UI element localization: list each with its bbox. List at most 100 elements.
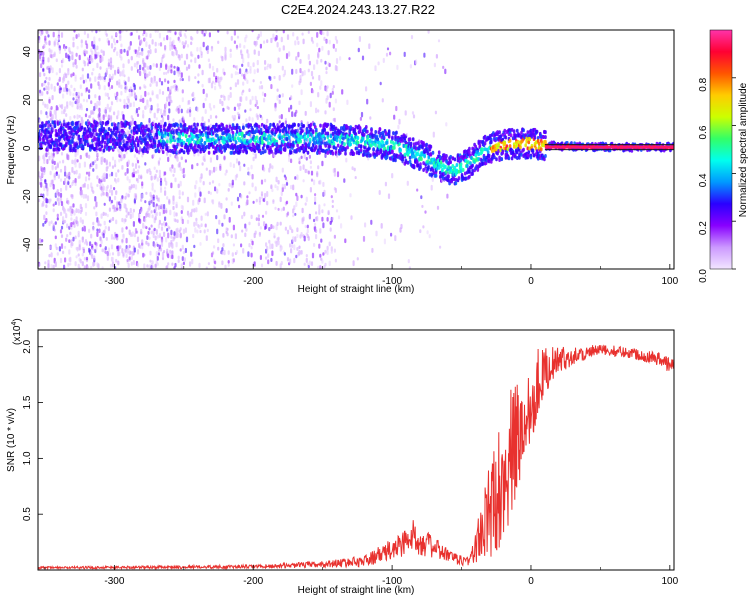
heatmap-cell xyxy=(60,151,64,156)
heatmap-cell xyxy=(382,143,386,148)
heatmap-cell xyxy=(267,141,270,146)
heatmap-cell xyxy=(415,141,418,146)
heatmap-cell xyxy=(333,171,336,177)
heatmap-cell xyxy=(318,204,321,211)
heatmap-cell xyxy=(321,259,324,264)
heatmap-cell xyxy=(409,141,413,146)
heatmap-cell xyxy=(139,136,142,141)
heatmap-cell xyxy=(39,92,42,97)
heatmap-cell xyxy=(41,167,44,173)
heatmap-cell xyxy=(295,68,298,75)
heatmap-cell xyxy=(79,77,82,81)
heatmap-cell xyxy=(374,65,377,72)
heatmap-cell xyxy=(95,132,98,137)
heatmap-cell xyxy=(74,158,77,164)
heatmap-cell xyxy=(201,133,205,137)
heatmap-cell xyxy=(378,127,382,132)
heatmap-cell xyxy=(116,233,119,238)
heatmap-cell xyxy=(75,64,78,69)
heatmap-cell xyxy=(295,254,298,259)
heatmap-cell xyxy=(85,242,89,246)
heatmap-cell xyxy=(476,167,480,172)
heatmap-cell xyxy=(321,209,324,214)
heatmap-cell xyxy=(172,150,175,155)
heatmap-cell xyxy=(502,146,506,151)
heatmap-cell xyxy=(155,81,158,87)
heatmap-cell xyxy=(302,124,306,128)
heatmap-cell xyxy=(254,129,258,134)
heatmap-cell xyxy=(295,192,298,197)
heatmap-cell xyxy=(503,128,507,133)
heatmap-cell xyxy=(247,61,250,67)
heatmap-cell xyxy=(178,119,181,124)
heatmap-cell xyxy=(130,66,133,71)
heatmap-cell xyxy=(307,265,310,269)
heatmap-cell xyxy=(279,128,282,133)
heatmap-cell xyxy=(134,193,138,198)
heatmap-cell xyxy=(279,221,282,226)
heatmap-cell xyxy=(79,186,82,191)
heatmap-cell xyxy=(57,192,60,197)
heatmap-cell xyxy=(161,150,165,155)
heatmap-cell xyxy=(56,41,59,46)
heatmap-cell xyxy=(215,75,218,80)
heatmap-cell xyxy=(516,156,519,160)
heatmap-cell xyxy=(84,203,88,209)
heatmap-cell xyxy=(325,71,328,75)
heatmap-cell xyxy=(99,243,102,248)
heatmap-cell xyxy=(234,82,237,88)
heatmap-cell xyxy=(146,73,149,78)
heatmap-cell xyxy=(96,157,99,162)
heatmap-cell xyxy=(175,201,178,207)
heatmap-cell xyxy=(213,166,216,173)
heatmap-cell xyxy=(267,253,270,258)
heatmap-cell xyxy=(353,167,356,172)
heatmap-cell xyxy=(278,75,281,81)
heatmap-cell xyxy=(386,145,390,150)
heatmap-cell xyxy=(54,235,57,240)
heatmap-cell xyxy=(119,30,122,34)
heatmap-cell xyxy=(250,246,253,250)
heatmap-cell xyxy=(356,257,359,261)
heatmap-cell xyxy=(320,140,323,145)
heatmap-cell xyxy=(203,229,206,234)
heatmap-cell xyxy=(256,105,259,110)
heatmap-cell xyxy=(71,194,74,198)
heatmap-cell xyxy=(126,50,129,57)
heatmap-cell xyxy=(172,39,175,45)
heatmap-cell xyxy=(158,157,161,161)
heatmap-cell xyxy=(281,93,284,98)
heatmap-cell xyxy=(248,88,251,93)
heatmap-cell xyxy=(288,135,291,140)
heatmap-cell xyxy=(172,118,175,122)
heatmap-cell xyxy=(150,125,154,130)
heatmap-cell xyxy=(335,58,339,64)
heatmap-cell xyxy=(321,216,324,222)
heatmap-cell xyxy=(171,262,174,266)
heatmap-cell xyxy=(93,40,96,46)
heatmap-cell xyxy=(51,95,54,101)
heatmap-cell xyxy=(78,114,81,118)
heatmap-cell xyxy=(308,60,311,66)
heatmap-cell xyxy=(148,117,151,123)
heatmap-cell xyxy=(128,244,131,249)
heatmap-cell xyxy=(69,231,72,236)
heatmap-cell xyxy=(136,179,140,184)
heatmap-cell xyxy=(160,241,164,247)
heatmap-cell xyxy=(69,256,72,263)
heatmap-cell xyxy=(102,233,105,239)
heatmap-cell xyxy=(41,82,44,87)
heatmap-cell xyxy=(324,249,327,254)
heatmap-cell xyxy=(71,139,74,144)
heatmap-cell xyxy=(108,252,111,256)
heatmap-cell xyxy=(88,171,91,177)
heatmap-cell xyxy=(514,136,517,140)
heatmap-cell xyxy=(125,85,128,91)
heatmap-cell xyxy=(322,148,325,153)
heatmap-cell xyxy=(278,120,281,124)
heatmap-cell xyxy=(252,134,256,139)
heatmap-cell xyxy=(145,124,148,129)
heatmap-cell xyxy=(54,260,57,265)
heatmap-cell xyxy=(207,118,210,123)
heatmap-cell xyxy=(298,245,301,250)
